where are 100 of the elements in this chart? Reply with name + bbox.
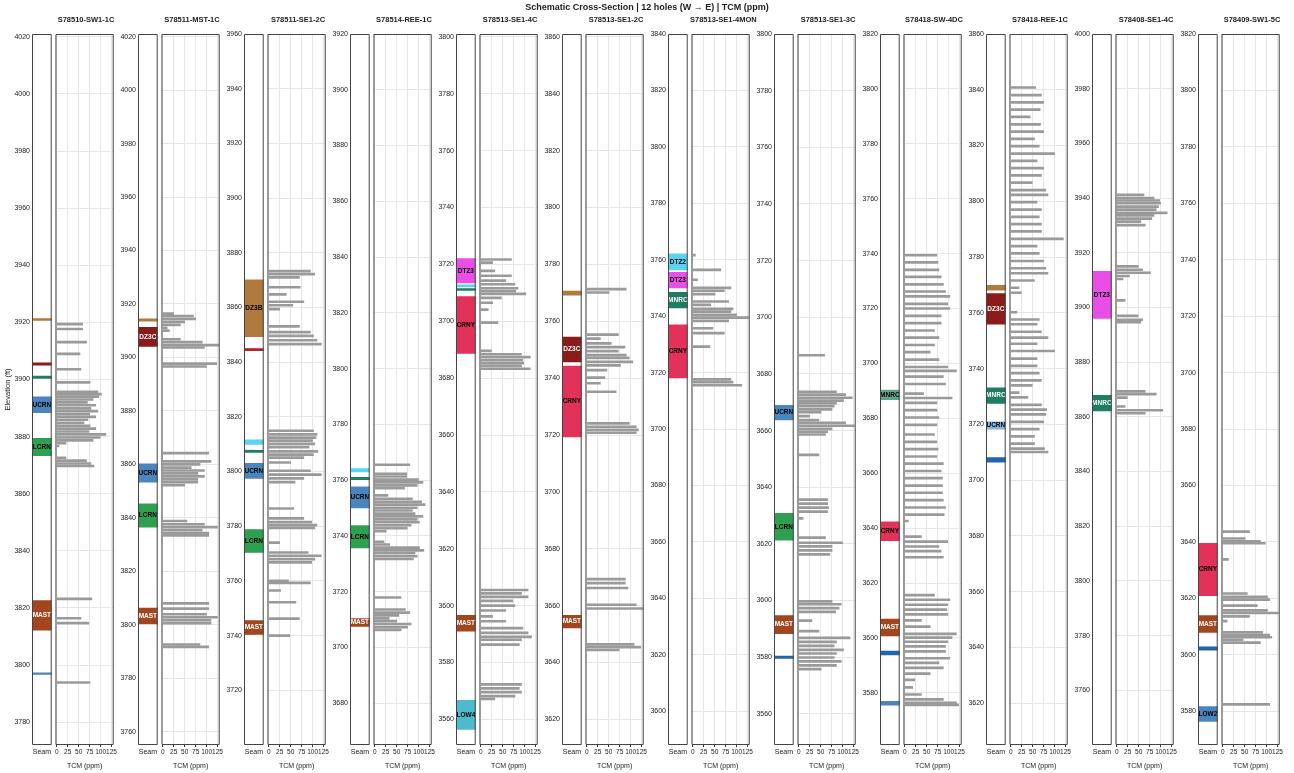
bar: [798, 506, 829, 509]
bar: [1010, 181, 1033, 184]
bar: [904, 506, 946, 509]
bar: [374, 472, 408, 476]
bar: [798, 424, 855, 428]
bar: [904, 290, 946, 293]
bar: [1116, 201, 1161, 205]
bar: [1116, 205, 1159, 208]
bar: [1010, 152, 1055, 155]
bar: [904, 693, 922, 696]
bar: [692, 300, 730, 303]
bar: [798, 404, 835, 408]
bar: [904, 462, 944, 465]
bar: [1010, 108, 1041, 111]
bar: [1010, 286, 1020, 290]
bar: [374, 463, 411, 467]
bar: [244, 439, 264, 445]
bar: [1010, 271, 1049, 275]
bar: [32, 318, 52, 321]
bar: [268, 617, 300, 620]
bar: [268, 325, 300, 328]
bar: [798, 433, 826, 436]
bar: [1010, 123, 1041, 126]
bar: [56, 433, 107, 436]
bar: [1010, 115, 1031, 119]
bar: [798, 517, 804, 520]
bar: [1010, 174, 1042, 177]
bar: [904, 329, 935, 332]
bar: [268, 473, 322, 476]
bar: [162, 362, 217, 365]
bar: [692, 278, 698, 282]
bar: [480, 687, 520, 690]
bar: [904, 545, 940, 548]
bar: [904, 640, 949, 644]
bar: [480, 301, 493, 305]
bar: [1116, 271, 1151, 275]
bar: [480, 643, 520, 646]
bar: [374, 478, 419, 481]
bar: [798, 606, 840, 610]
bar: [32, 362, 52, 366]
bar: [904, 491, 943, 495]
bar: [904, 307, 951, 310]
bar: [904, 283, 944, 286]
bar: [56, 381, 91, 384]
bar: [1010, 336, 1049, 339]
bar: [162, 607, 210, 611]
bar: [162, 480, 199, 484]
bar: [904, 336, 940, 339]
bar: [986, 457, 1006, 463]
bar: [798, 498, 829, 502]
bar: [268, 439, 313, 442]
bar: [904, 603, 949, 607]
bar: [1222, 530, 1250, 534]
bar: [904, 253, 938, 257]
bar: [1010, 86, 1037, 89]
bar: [904, 513, 945, 517]
bar: [904, 625, 931, 629]
bar: [586, 607, 644, 610]
bar: [798, 502, 829, 505]
bar: [1222, 604, 1258, 607]
bar: [1116, 408, 1164, 412]
bar: [904, 268, 940, 272]
bar: [1010, 383, 1033, 387]
bar: [162, 469, 205, 472]
bar: [904, 535, 922, 538]
bar: [268, 554, 322, 558]
bar: [798, 353, 825, 357]
bar: [56, 409, 99, 413]
bar: [904, 433, 935, 436]
bar: [480, 274, 512, 278]
bar: [162, 615, 218, 619]
bar: [56, 367, 82, 371]
bar: [904, 608, 948, 611]
bar: [798, 536, 826, 539]
bar: [374, 546, 420, 549]
bar: [904, 416, 940, 419]
bar: [480, 609, 507, 612]
bar: [32, 375, 52, 379]
bar: [798, 660, 842, 663]
bar: [1010, 244, 1038, 248]
bar: [692, 253, 696, 257]
bar: [692, 307, 734, 311]
bar: [1010, 208, 1042, 211]
bar: [56, 403, 97, 407]
bar: [774, 655, 794, 659]
bar: [1010, 378, 1042, 382]
bar: [1010, 100, 1044, 104]
bar: [268, 507, 295, 510]
bar: [1010, 395, 1029, 399]
bar: [586, 577, 626, 581]
bar: [480, 595, 529, 599]
bar: [586, 376, 606, 379]
bar: [1010, 391, 1020, 394]
bar: [1010, 291, 1022, 295]
bar: [56, 616, 82, 620]
bar: [1010, 310, 1018, 314]
bar: [268, 300, 305, 304]
bar: [480, 282, 516, 286]
bar: [692, 383, 743, 387]
bar: [268, 634, 291, 637]
